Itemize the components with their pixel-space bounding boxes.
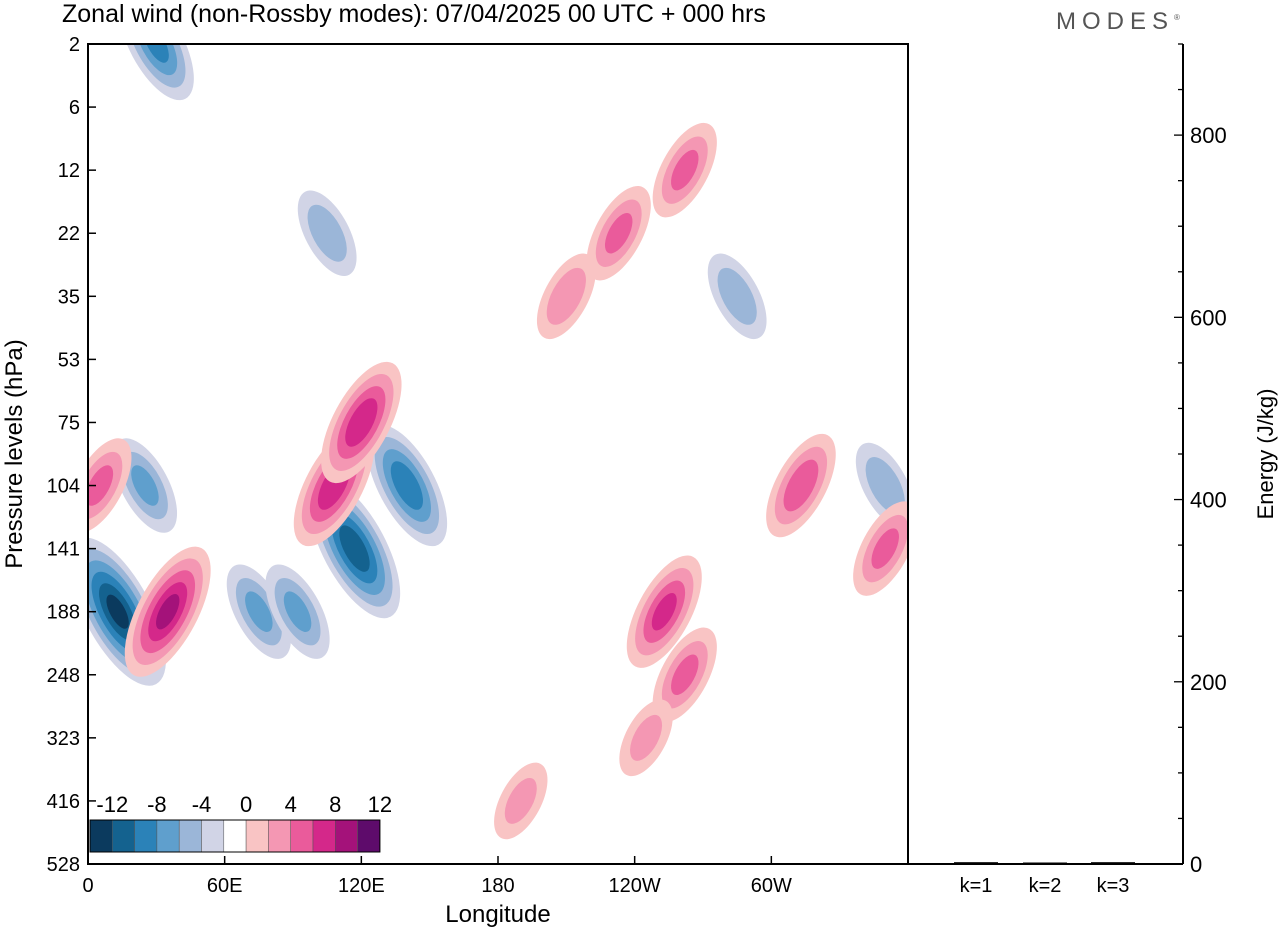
energy-tick-label: 600 [1190,305,1227,330]
x-tick-label: 120W [609,875,661,897]
energy-category-label: k=2 [1029,875,1062,897]
y-tick-label: 141 [47,539,80,561]
y-tick-label: 323 [47,728,80,750]
colorbar-label: -4 [192,792,212,817]
colorbar-label: 12 [368,792,392,817]
colorbar-label: 8 [329,792,341,817]
colorbar-swatch [312,819,336,853]
wind-feature [871,528,899,569]
energy-panel: k=1 k=2 k=3 0 200 400 600 800 Energy (J/kg) [908,43,1278,897]
x-tick-label: 60W [751,875,792,897]
wind-contours [88,44,908,840]
colorbar-label: 0 [240,792,252,817]
wind-feature [671,149,699,191]
x-axis-label: Longitude [445,901,550,928]
logo-text: MODES [1056,8,1175,35]
wind-feature [783,459,819,512]
energy-axis-label: Energy (J/kg) [1253,389,1278,520]
x-axis: 0 60E 120E 180 120W 60W [82,856,792,897]
energy-category-label: k=1 [960,875,993,897]
y-axis: 2 6 12 22 35 53 75 104 141 188 248 323 416 528 [47,34,96,876]
y-tick-label: 35 [58,286,80,308]
x-tick-label: 120E [338,875,385,897]
wind-feature [865,457,905,515]
wind-feature [156,593,180,630]
colorbar-legend: -12 -8 -4 0 4 8 12 [89,792,392,853]
energy-tick-label: 200 [1190,670,1227,695]
heatmap-background [88,44,908,864]
y-tick-label: 53 [58,349,80,371]
colorbar-swatch [335,819,358,853]
colorbar-label: 4 [285,792,297,817]
y-tick-label: 22 [58,223,80,245]
colorbar-swatch [268,819,291,853]
colorbar-swatch [290,819,314,853]
wind-feature [283,591,312,632]
wind-feature [345,398,378,447]
wind-feature [390,461,424,510]
colorbar-swatch [201,819,225,853]
energy-category-label: k=3 [1097,875,1130,897]
y-tick-label: 12 [58,160,80,182]
y-tick-label: 188 [47,602,80,624]
energy-bar [954,862,998,864]
logo-mark: ® [1174,13,1180,22]
y-tick-label: 528 [47,854,80,876]
colorbar-swatch [89,819,113,853]
energy-bars: k=1 k=2 k=3 [954,862,1135,897]
wind-feature [504,777,537,824]
colorbar-label: -8 [147,792,167,817]
energy-tick-label: 400 [1190,488,1227,513]
modes-logo: MODES® [1056,8,1180,36]
wind-feature [630,714,663,761]
wind-feature [131,465,159,506]
colorbar-swatch [357,819,381,853]
colorbar-swatch [245,819,269,853]
wind-feature [717,267,757,325]
energy-bar [1091,862,1135,864]
x-tick-label: 0 [82,875,93,897]
wind-feature [307,204,347,262]
colorbar-swatch [134,819,158,853]
energy-y-axis: 0 200 400 600 800 [1174,43,1227,877]
wind-feature [604,212,633,254]
y-tick-label: 2 [69,34,80,56]
colorbar-swatch [223,819,247,853]
wind-feature [546,267,586,325]
wind-feature [651,592,677,631]
chart-title: Zonal wind (non-Rossby modes): 07/04/202… [62,0,766,28]
wind-feature [339,525,370,572]
energy-tick-label: 0 [1190,852,1202,877]
x-tick-label: 60E [207,875,243,897]
heatmap-panel: 2 6 12 22 35 53 75 104 141 188 248 323 416 528 0 60E 12… [1,34,909,928]
colorbar-label: -12 [96,792,128,817]
y-tick-label: 6 [69,97,80,119]
energy-tick-label: 800 [1190,123,1227,148]
energy-bar [1023,862,1067,864]
colorbar-swatch [156,819,180,853]
wind-feature [245,591,273,632]
y-tick-label: 104 [47,476,80,498]
y-tick-label: 248 [47,665,80,687]
wind-feature [88,465,114,506]
wind-feature [143,44,169,63]
x-tick-label: 180 [481,875,514,897]
y-axis-label: Pressure levels (hPa) [1,339,28,568]
colorbar-frame [89,819,381,853]
wind-feature [106,594,129,629]
colorbar-swatch [178,819,202,853]
y-tick-label: 75 [58,412,80,434]
y-tick-label: 416 [47,791,80,813]
colorbar-swatch [112,819,135,853]
wind-feature [671,654,699,696]
